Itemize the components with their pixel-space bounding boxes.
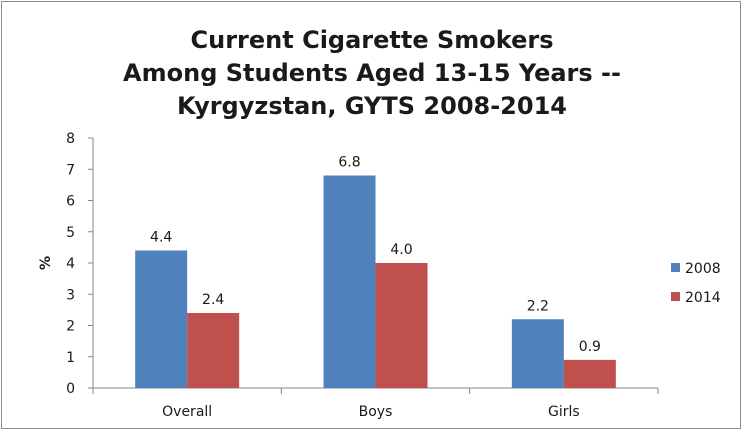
axes: 0 1 2 3 4 5 6 7 8% Overall Boys Girls — [38, 131, 659, 420]
y-axis-title: % — [38, 256, 54, 270]
data-label: 4.4 — [150, 230, 172, 246]
y-tick-label: 8 — [66, 131, 75, 147]
chart-title-line-3: Kyrgyzstan, GYTS 2008-2014 — [177, 92, 567, 120]
x-tick-label: Boys — [359, 404, 393, 420]
legend-label: 2008 — [685, 261, 721, 277]
x-tick-label: Overall — [162, 404, 212, 420]
y-tick-label: 2 — [66, 319, 75, 335]
y-tick-label: 3 — [66, 287, 75, 303]
legend-swatch-2014 — [671, 292, 680, 301]
bar-2014-overall — [187, 313, 240, 388]
legend: 2008 2014 — [671, 261, 721, 306]
y-tick-label: 4 — [66, 256, 75, 272]
chart-title-line-2: Among Students Aged 13-15 Years -- — [123, 59, 621, 87]
legend-swatch-2008 — [671, 263, 680, 272]
x-tick-label: Girls — [548, 404, 580, 420]
y-tick-label: 7 — [66, 162, 75, 178]
bars: 4.4 2.4 6.8 4.0 2.2 0.9 — [135, 155, 616, 388]
y-tick-label: 6 — [66, 194, 75, 210]
data-label: 6.8 — [338, 155, 360, 171]
y-tick-label: 1 — [66, 350, 75, 366]
bar-2014-boys — [375, 263, 428, 388]
bar-2008-overall — [135, 250, 188, 388]
chart-title-line-1: Current Cigarette Smokers — [190, 26, 554, 54]
bar-2008-boys — [323, 175, 376, 388]
data-label: 0.9 — [579, 339, 601, 355]
y-tick-label: 5 — [66, 225, 75, 241]
data-label: 2.4 — [202, 292, 224, 308]
legend-label: 2014 — [685, 290, 721, 306]
data-label: 2.2 — [527, 298, 549, 314]
bar-2014-girls — [563, 359, 616, 388]
chart-title: Current Cigarette Smokers Among Students… — [0, 24, 744, 123]
y-tick-label: 0 — [66, 381, 75, 397]
bar-2008-girls — [511, 319, 564, 388]
data-label: 4.0 — [390, 242, 412, 258]
